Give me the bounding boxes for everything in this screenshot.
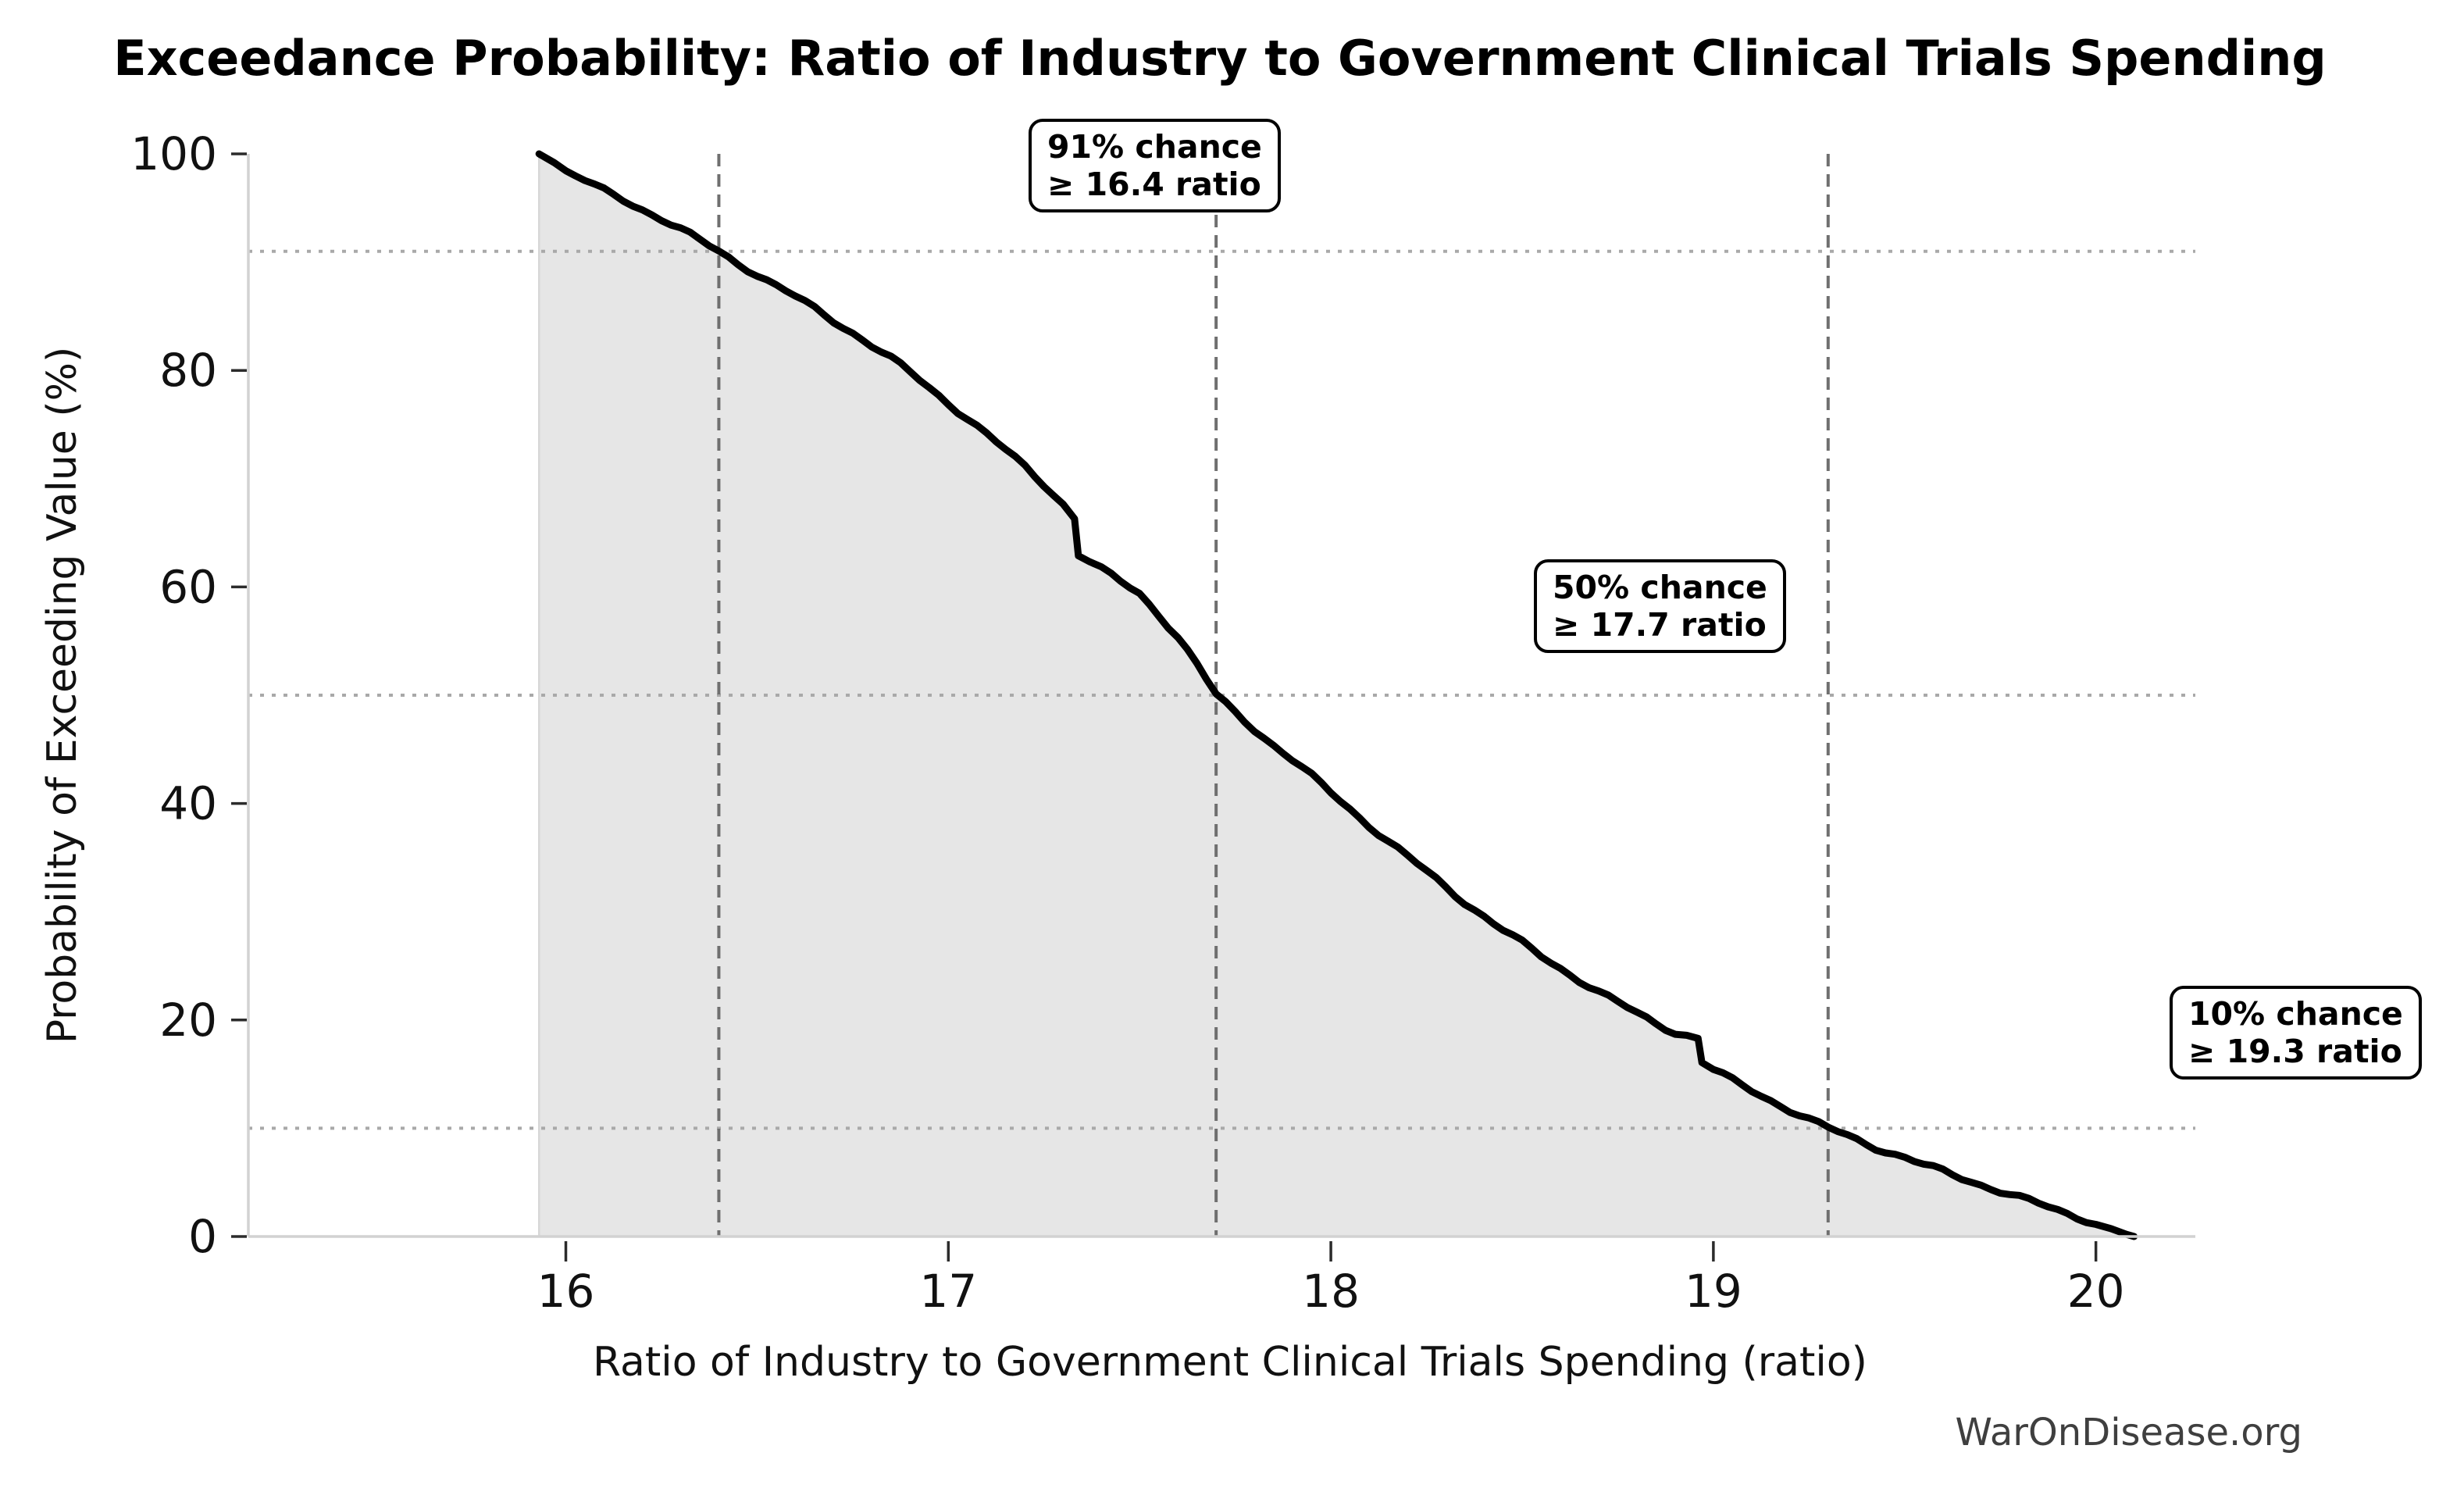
annotation-line: 91% chance — [1047, 128, 1262, 166]
curve-fill-layer — [537, 154, 2134, 1237]
dashed-reference-lines — [717, 154, 1830, 1237]
annotation-box-50pct: 50% chance ≥ 17.7 ratio — [1534, 559, 1786, 653]
y-tick-label: 100 — [130, 127, 217, 180]
x-tick-label: 19 — [1685, 1265, 1742, 1318]
exceedance-curve — [535, 150, 2138, 1240]
curve-layer — [535, 150, 2138, 1240]
y-tick-label: 60 — [159, 560, 217, 613]
y-tick-label: 40 — [159, 777, 217, 830]
x-axis-label: Ratio of Industry to Government Clinical… — [593, 1339, 1867, 1386]
annotation-line: ≥ 17.7 ratio — [1553, 606, 1767, 644]
x-tick-label: 16 — [537, 1265, 595, 1318]
annotation-line: 10% chance — [2188, 995, 2403, 1033]
y-tick-label: 20 — [159, 994, 217, 1047]
y-axis-label: Probability of Exceeding Value (%) — [39, 346, 86, 1044]
curve-fill-area — [539, 154, 2134, 1237]
annotation-line: 50% chance — [1553, 569, 1767, 606]
y-tick-label: 0 — [188, 1210, 217, 1263]
axes-layer — [247, 154, 2195, 1238]
annotation-line: ≥ 19.3 ratio — [2188, 1033, 2402, 1070]
x-tick-label: 17 — [919, 1265, 977, 1318]
annotation-box-10pct: 10% chance ≥ 19.3 ratio — [2170, 986, 2422, 1080]
chart-title: Exceedance Probability: Ratio of Industr… — [113, 30, 2327, 87]
annotation-line: ≥ 16.4 ratio — [1047, 166, 1261, 203]
y-tick-label: 80 — [159, 344, 217, 397]
x-tick-label: 20 — [2067, 1265, 2125, 1318]
annotation-box-91pct: 91% chance ≥ 16.4 ratio — [1029, 119, 1281, 212]
x-tick-label: 18 — [1302, 1265, 1360, 1318]
watermark: WarOnDisease.org — [1955, 1411, 2302, 1454]
tick-layer: 16 17 18 19 20 0 20 40 60 80 100 — [130, 127, 2124, 1318]
